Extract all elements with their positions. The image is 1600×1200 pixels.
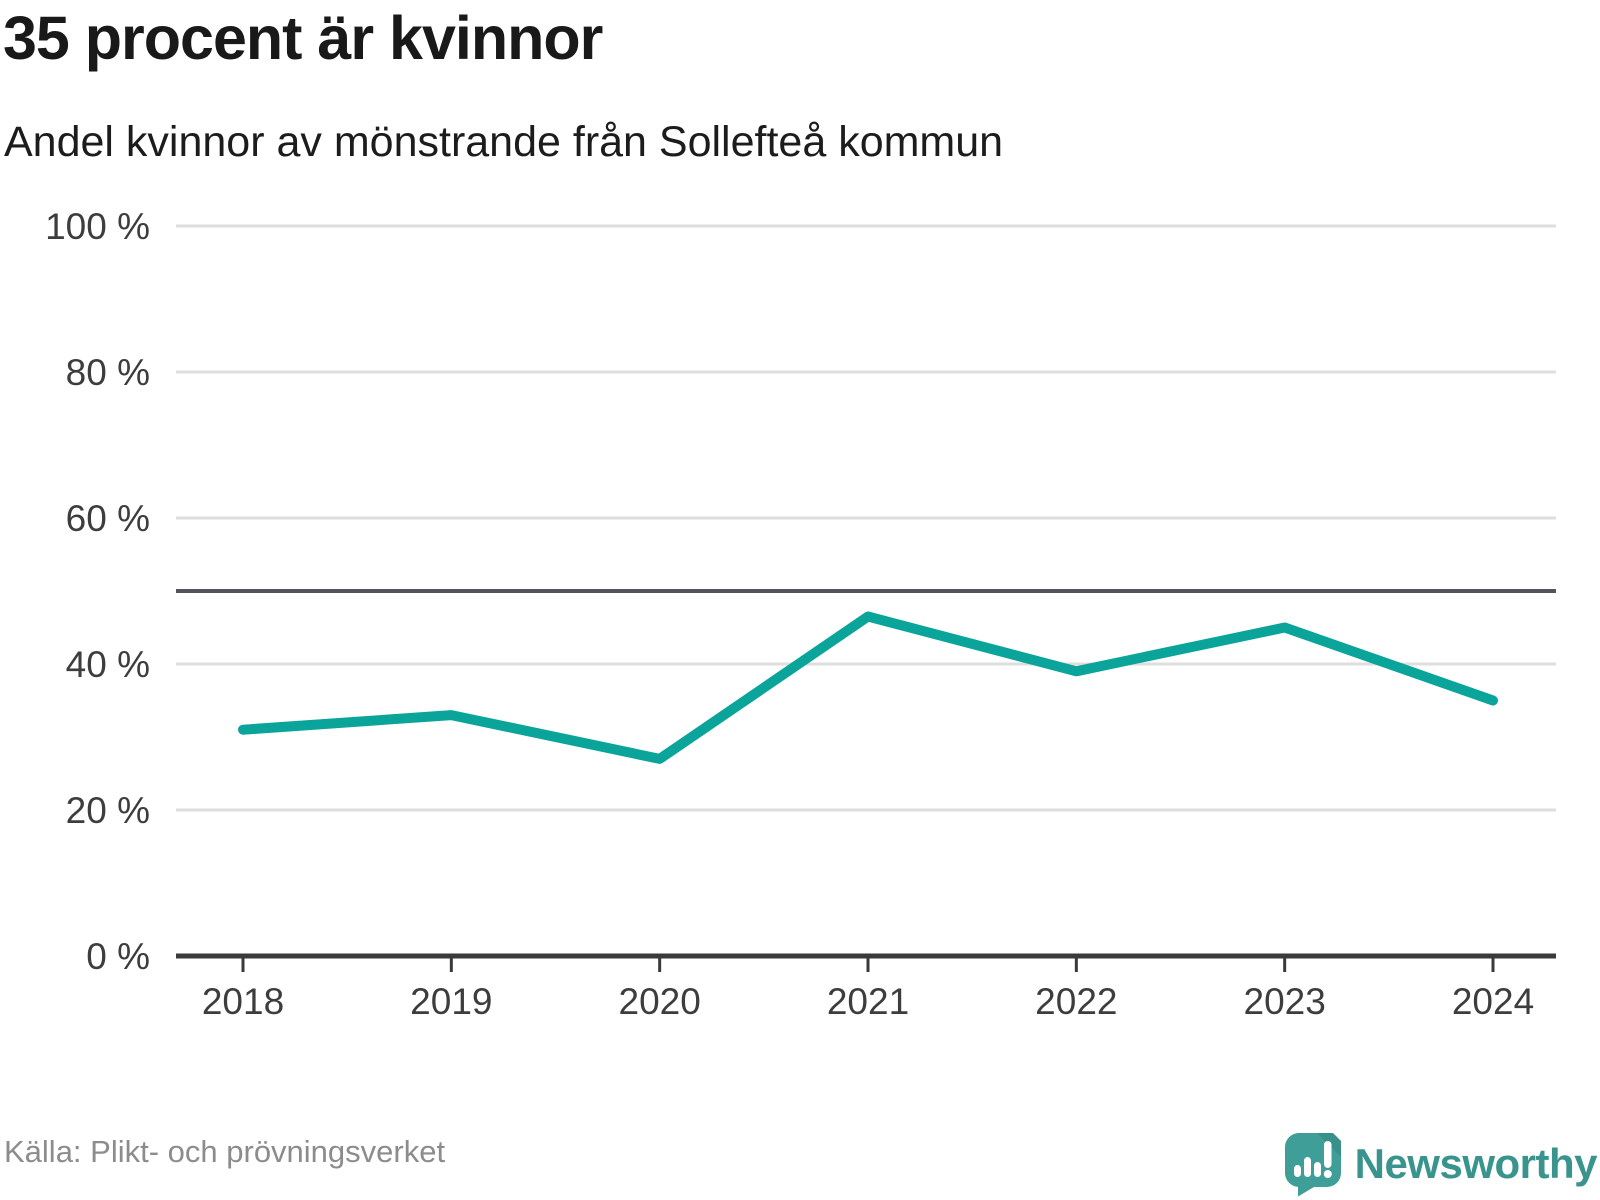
bar-3 (1313, 1162, 1321, 1177)
y-axis-label-20: 20 % (66, 790, 150, 831)
x-axis-label-2023: 2023 (1244, 981, 1326, 1022)
y-axis-label-40: 40 % (66, 644, 150, 685)
data-line-0 (238, 611, 1498, 764)
y-axis-label-0: 0 % (86, 936, 150, 977)
chart-subtitle: Andel kvinnor av mönstrande från Solleft… (4, 118, 1004, 166)
newsworthy-logo-text: Newsworthy (1354, 1140, 1598, 1187)
x-axis-label-2019: 2019 (410, 981, 492, 1022)
x-axis-label-2022: 2022 (1035, 981, 1117, 1022)
exclamation-stem (1323, 1141, 1332, 1168)
bar-2 (1303, 1157, 1311, 1177)
x-axis-label-2018: 2018 (202, 981, 284, 1022)
exclamation-dot (1323, 1170, 1332, 1178)
x-axis-label-2024: 2024 (1452, 981, 1534, 1022)
source-note: Källa: Plikt- och prövningsverket (4, 1134, 446, 1169)
y-axis-label-100: 100 % (45, 206, 150, 247)
chart-title: 35 procent är kvinnor (3, 4, 603, 72)
y-axis-label-60: 60 % (66, 498, 150, 539)
y-axis-label-80: 80 % (66, 352, 150, 393)
x-axis-label-2021: 2021 (827, 981, 909, 1022)
newsworthy-logo: Newsworthy (1284, 1131, 1598, 1197)
x-axis-label-2020: 2020 (619, 981, 701, 1022)
bar-1 (1293, 1165, 1301, 1177)
newsworthy-logo-icon (1284, 1133, 1341, 1197)
